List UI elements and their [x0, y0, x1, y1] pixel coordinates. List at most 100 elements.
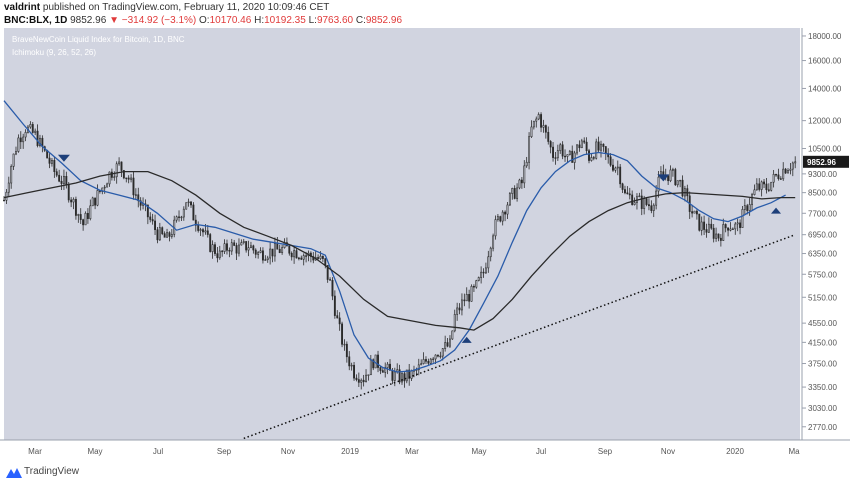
tradingview-logo-icon[interactable]: [6, 465, 22, 479]
candle-body[interactable]: [576, 144, 578, 154]
candle-body[interactable]: [271, 248, 274, 257]
candle-body[interactable]: [269, 248, 272, 259]
candle-body[interactable]: [508, 193, 511, 206]
candle-body[interactable]: [12, 153, 15, 167]
candle-body[interactable]: [401, 373, 403, 383]
candle-body[interactable]: [679, 179, 682, 182]
candle-body[interactable]: [724, 224, 727, 229]
candle-body[interactable]: [432, 358, 435, 361]
candle-body[interactable]: [202, 229, 204, 233]
candle-body[interactable]: [703, 221, 706, 230]
candle-body[interactable]: [161, 227, 164, 234]
candle-body[interactable]: [178, 216, 180, 218]
candle-body[interactable]: [602, 143, 605, 147]
candle-body[interactable]: [398, 369, 401, 383]
candle-body[interactable]: [693, 210, 696, 214]
candle-body[interactable]: [146, 204, 149, 218]
candle-body[interactable]: [338, 317, 341, 325]
candle-body[interactable]: [758, 183, 761, 190]
candle-body[interactable]: [489, 247, 492, 258]
candle-body[interactable]: [592, 157, 595, 159]
candle-body[interactable]: [789, 168, 792, 171]
candle-body[interactable]: [384, 367, 387, 373]
candle-body[interactable]: [463, 299, 466, 302]
candle-body[interactable]: [360, 379, 363, 383]
candle-body[interactable]: [331, 279, 334, 297]
candle-body[interactable]: [645, 198, 648, 205]
candle-body[interactable]: [674, 169, 677, 186]
candle-body[interactable]: [264, 259, 267, 261]
candle-body[interactable]: [590, 157, 593, 161]
candle-body[interactable]: [281, 247, 284, 253]
candle-body[interactable]: [19, 137, 22, 143]
candle-body[interactable]: [501, 211, 504, 222]
candle-body[interactable]: [417, 364, 420, 371]
candle-body[interactable]: [343, 343, 346, 346]
candle-body[interactable]: [648, 204, 650, 207]
candle-body[interactable]: [170, 234, 173, 237]
candle-body[interactable]: [254, 249, 257, 255]
candle-body[interactable]: [51, 160, 53, 164]
candle-body[interactable]: [530, 126, 533, 138]
candle-body[interactable]: [149, 216, 152, 220]
sell-arrow-marker-icon[interactable]: [657, 174, 670, 182]
base-line-series[interactable]: [3, 100, 786, 373]
candle-body[interactable]: [441, 348, 444, 357]
candle-body[interactable]: [544, 125, 547, 133]
candle-body[interactable]: [273, 243, 276, 257]
candle-body[interactable]: [247, 247, 250, 251]
candle-body[interactable]: [420, 363, 423, 366]
candle-body[interactable]: [731, 228, 734, 230]
candle-body[interactable]: [748, 204, 751, 211]
candle-body[interactable]: [58, 174, 61, 182]
candle-body[interactable]: [10, 166, 13, 184]
candle-body[interactable]: [513, 188, 516, 199]
candle-body[interactable]: [458, 307, 461, 311]
candle-body[interactable]: [755, 183, 758, 191]
candle-body[interactable]: [333, 295, 336, 316]
candle-body[interactable]: [15, 151, 17, 155]
candle-body[interactable]: [372, 359, 375, 369]
candle-body[interactable]: [597, 141, 600, 151]
candle-body[interactable]: [5, 191, 8, 201]
candle-body[interactable]: [182, 208, 185, 218]
candle-body[interactable]: [55, 171, 58, 176]
candle-body[interactable]: [252, 245, 255, 251]
candle-body[interactable]: [362, 379, 365, 383]
candle-body[interactable]: [566, 154, 569, 157]
candle-body[interactable]: [554, 157, 557, 159]
candle-body[interactable]: [669, 169, 672, 182]
candle-body[interactable]: [583, 140, 586, 143]
candle-body[interactable]: [561, 144, 564, 157]
candle-body[interactable]: [17, 137, 20, 152]
candle-body[interactable]: [573, 152, 576, 163]
candle-body[interactable]: [722, 224, 725, 241]
candle-body[interactable]: [192, 204, 195, 221]
candle-body[interactable]: [460, 299, 463, 311]
candle-body[interactable]: [492, 235, 495, 249]
candle-body[interactable]: [537, 114, 540, 120]
candle-body[interactable]: [794, 161, 797, 164]
candle-body[interactable]: [321, 255, 324, 259]
candle-body[interactable]: [357, 379, 360, 383]
candle-body[interactable]: [295, 250, 298, 259]
candle-body[interactable]: [96, 190, 99, 206]
candle-body[interactable]: [516, 187, 519, 199]
candle-body[interactable]: [297, 257, 300, 260]
candle-body[interactable]: [65, 176, 68, 185]
candle-body[interactable]: [652, 204, 655, 211]
candle-body[interactable]: [657, 176, 660, 192]
candle-body[interactable]: [717, 233, 720, 239]
candle-body[interactable]: [204, 230, 207, 233]
candle-body[interactable]: [667, 175, 670, 182]
candle-body[interactable]: [525, 161, 528, 167]
candle-body[interactable]: [403, 373, 406, 382]
candle-body[interactable]: [542, 125, 545, 128]
candle-body[interactable]: [422, 359, 425, 364]
tradingview-brand[interactable]: TradingView: [24, 466, 80, 477]
candle-body[interactable]: [305, 255, 308, 257]
candle-body[interactable]: [564, 155, 566, 158]
candle-body[interactable]: [691, 211, 694, 214]
candle-body[interactable]: [633, 202, 636, 205]
buy-arrow-marker-icon[interactable]: [461, 336, 472, 343]
